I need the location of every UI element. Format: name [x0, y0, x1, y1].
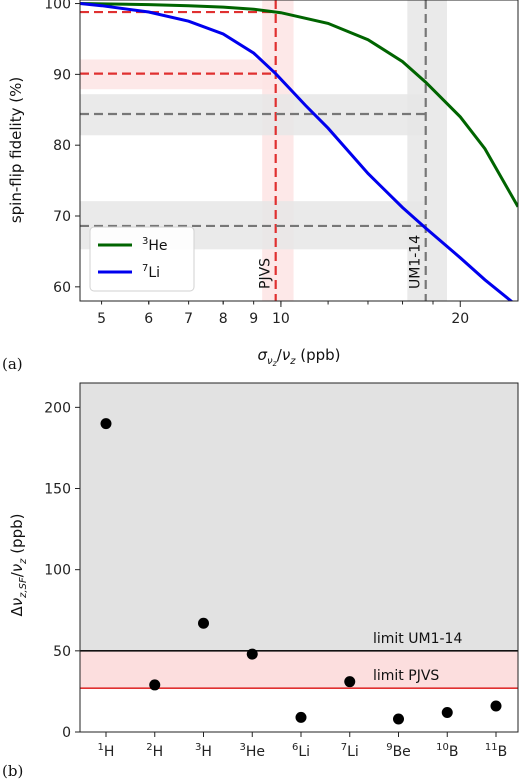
- a-ytick-label-1: 70: [53, 209, 71, 225]
- a-xtick-minor-label-3: 8: [219, 311, 228, 327]
- a-xtick-minor-label-4: 9: [249, 311, 258, 327]
- b-ytick-label-0: 0: [62, 725, 71, 741]
- data-point-8: [490, 700, 502, 712]
- series-line-1: [80, 2, 514, 301]
- b-xtick-label-0: 1H: [98, 742, 115, 760]
- legend-label-0: 3He: [142, 236, 168, 254]
- panel-b: limit UM1-14 limit PJVS 0 50 100 150 200 1H 2H 3…: [2, 382, 519, 779]
- limit-label-1: limit PJVS: [373, 668, 439, 684]
- a-xtick-minor-label-0: 5: [97, 311, 106, 327]
- b-xtick-label-7: 10B: [436, 742, 458, 760]
- panel-a-frame: [79, 0, 519, 302]
- b-xtick-label-5: 7Li: [341, 742, 359, 760]
- series-line-0: [80, 2, 518, 208]
- data-point-4: [295, 711, 307, 723]
- a-ytick-label-0: 60: [53, 280, 71, 296]
- data-point-2: [198, 617, 209, 629]
- panel-a: PJVS UM1-14 60 70 80 90 100 10 20 5 6 7 8 9 3He 7Li σ…: [2, 0, 519, 373]
- data-point-1: [149, 679, 161, 691]
- marker-label-1: UM1-14: [408, 235, 424, 289]
- panel-b-frame: [79, 382, 519, 733]
- a-xtick-major-label-1: 20: [451, 311, 469, 327]
- a-xtick-minor-label-2: 7: [184, 311, 193, 327]
- region-between: [80, 650, 518, 689]
- data-point-6: [393, 713, 404, 725]
- panel-b-ylabel: Δνz,SF/νz (ppb): [8, 514, 29, 617]
- a-ytick-label-2: 80: [53, 138, 71, 154]
- a-ytick-label-3: 90: [53, 67, 71, 83]
- b-xtick-label-3: 3He: [239, 742, 265, 760]
- a-xtick-major-label-0: 10: [272, 311, 290, 327]
- limit-label-0: limit UM1-14: [373, 631, 462, 647]
- panel-a-label: (a): [2, 355, 23, 373]
- panel-a-ylabel: spin-flip fidelity (%): [7, 77, 25, 223]
- b-ytick-label-4: 200: [44, 400, 71, 416]
- b-ytick-label-1: 50: [53, 644, 71, 660]
- b-xtick-label-8: 11B: [485, 742, 507, 760]
- panel-a-xlabel: σνz/νz (ppb): [257, 346, 340, 368]
- b-ytick-label-2: 100: [44, 563, 71, 579]
- data-point-0: [100, 418, 112, 430]
- b-ytick-label-3: 150: [44, 482, 71, 498]
- data-point-5: [344, 676, 356, 688]
- b-xtick-label-1: 2H: [146, 742, 163, 760]
- marker-vband-1: [407, 0, 447, 301]
- marker-label-0: PJVS: [258, 258, 274, 289]
- region-above-um: [80, 383, 518, 651]
- a-xtick-minor-label-1: 6: [144, 311, 153, 327]
- a-ytick-label-4: 100: [44, 0, 71, 13]
- panel-b-label: (b): [2, 762, 23, 779]
- legend-box: [89, 226, 195, 292]
- marker-vband-0: [262, 0, 294, 301]
- legend-label-1: 7Li: [142, 263, 160, 281]
- data-point-7: [441, 707, 453, 719]
- b-xtick-label-4: 6Li: [292, 742, 310, 760]
- b-xtick-label-6: 9Be: [386, 742, 411, 760]
- panel-b-plot-area: limit UM1-14 limit PJVS: [80, 383, 518, 725]
- b-xtick-label-2: 3H: [195, 742, 212, 760]
- data-point-3: [246, 648, 258, 660]
